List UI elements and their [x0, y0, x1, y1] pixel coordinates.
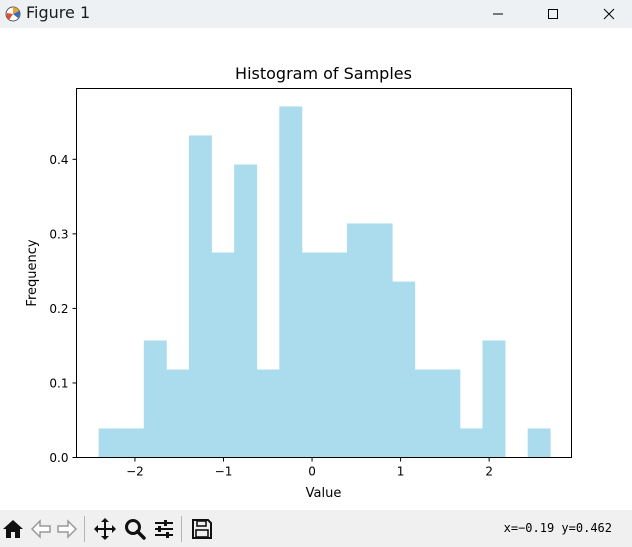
histogram-bar: [301, 252, 325, 458]
close-button[interactable]: [586, 0, 632, 28]
histogram-bar: [527, 428, 551, 458]
histogram-bar: [414, 369, 438, 458]
y-tick-label: 0.0: [49, 451, 68, 465]
x-tick-label: 0: [308, 465, 316, 479]
forward-icon: [57, 519, 78, 539]
close-icon: [603, 8, 615, 20]
minimize-icon: [493, 13, 503, 15]
histogram-bar: [324, 252, 348, 458]
configure-icon: [155, 520, 173, 538]
back-icon: [30, 519, 51, 539]
toolbar-separator: [84, 516, 85, 542]
window-title: Figure 1: [26, 3, 91, 22]
histogram-bar: [256, 369, 280, 458]
maximize-button[interactable]: [530, 0, 576, 28]
x-tick-label: −1: [215, 465, 233, 479]
histogram-bar: [143, 340, 167, 458]
cursor-coordinates: x=−0.19 y=0.462: [503, 521, 612, 535]
y-axis-label: Frequency: [25, 239, 40, 306]
histogram-bar: [347, 223, 371, 458]
pan-button[interactable]: [92, 516, 118, 542]
configure-subplots-button[interactable]: [151, 516, 177, 542]
toolbar-separator: [181, 516, 182, 542]
maximize-icon: [548, 9, 558, 19]
histogram-bar: [98, 428, 122, 458]
x-tick-label: −2: [126, 465, 144, 479]
histogram-bar: [279, 106, 303, 458]
home-button[interactable]: [0, 516, 26, 542]
zoom-icon: [125, 519, 146, 540]
histogram-bar: [482, 340, 506, 458]
forward-button[interactable]: [54, 516, 80, 542]
histogram-bar: [437, 369, 461, 458]
histogram-bar: [188, 135, 212, 458]
navigation-toolbar: x=−0.19 y=0.462: [0, 510, 632, 547]
save-button[interactable]: [189, 516, 215, 542]
y-tick-label: 0.1: [49, 376, 68, 390]
title-bar: Figure 1: [0, 0, 632, 28]
y-tick-label: 0.2: [49, 302, 68, 316]
chart-title: Histogram of Samples: [235, 64, 412, 83]
histogram-bar: [234, 164, 258, 458]
histogram-bar: [369, 223, 393, 458]
pan-icon: [94, 518, 116, 540]
histogram-chart: Histogram of Samples −2 −1 0 1 2 0.0 0.1 0.2 0.…: [25, 64, 572, 501]
back-button[interactable]: [28, 516, 54, 542]
histogram-bar: [166, 369, 190, 458]
zoom-button[interactable]: [122, 516, 148, 542]
plot-frame: [76, 88, 572, 458]
histogram-bar: [121, 428, 145, 458]
y-tick-label: 0.4: [49, 153, 68, 167]
x-tick-label: 1: [397, 465, 405, 479]
x-axis-label: Value: [306, 486, 342, 501]
home-icon: [3, 520, 23, 538]
figure-canvas[interactable]: Histogram of Samples −2 −1 0 1 2 0.0 0.1 0.2 0.…: [0, 28, 632, 510]
histogram-bar: [392, 281, 416, 458]
y-tick-label: 0.3: [49, 227, 68, 241]
minimize-button[interactable]: [475, 0, 521, 28]
histogram-bar: [459, 428, 483, 458]
histogram-bar: [211, 252, 235, 458]
x-tick-label: 2: [485, 465, 493, 479]
save-icon: [192, 519, 212, 539]
matplotlib-app-icon: [5, 6, 21, 22]
